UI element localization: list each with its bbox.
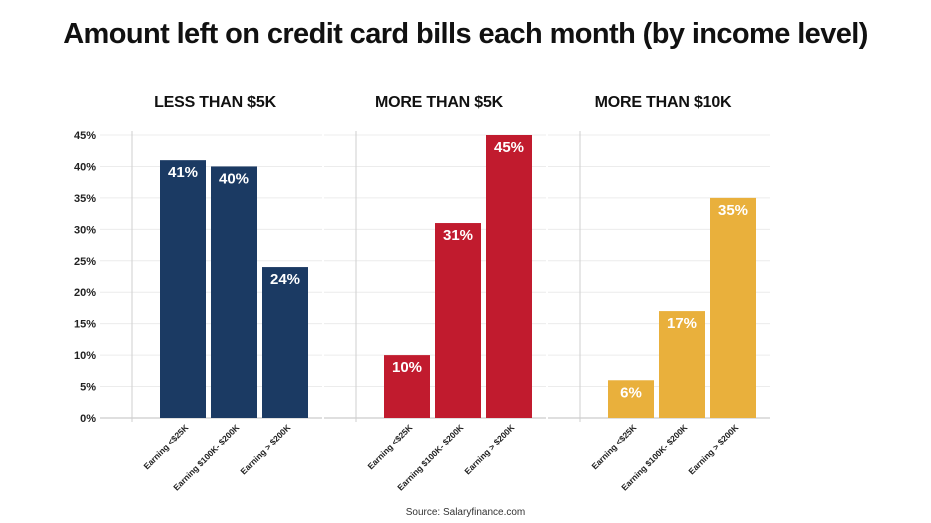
- bar-value-label: 35%: [718, 202, 748, 219]
- x-tick-label: Earning > $200K: [238, 422, 293, 477]
- bar: [435, 223, 481, 418]
- y-tick-label: 40%: [74, 161, 96, 173]
- bar: [211, 166, 257, 418]
- y-tick-label: 30%: [74, 224, 96, 236]
- x-tick-label: Earning <$25K: [589, 422, 639, 472]
- x-tick-label: Earning > $200K: [686, 422, 741, 477]
- bar-value-label: 24%: [270, 271, 300, 288]
- bar-value-label: 40%: [219, 170, 249, 187]
- chart-title: Amount left on credit card bills each mo…: [63, 18, 868, 50]
- y-tick-label: 20%: [74, 287, 96, 299]
- y-tick-label: 10%: [74, 350, 96, 362]
- y-tick-label: 5%: [80, 382, 96, 394]
- y-tick-label: 0%: [80, 413, 96, 425]
- x-tick-label: Earning <$25K: [365, 422, 415, 472]
- y-tick-label: 15%: [74, 319, 96, 331]
- bar-chart-svg: 0% 5% 10% 15% 20% 25% 30% 35% 40% 45% 41% Earning <…: [74, 130, 322, 493]
- chart-panel-less-than-5k: LESS THAN $5K 0% 5% 10% 15% 20% 25% 30% 35% 40% 4…: [74, 80, 330, 500]
- y-tick-label: 45%: [74, 130, 96, 142]
- panel-title: MORE THAN $10K: [594, 94, 732, 111]
- bar-value-label: 6%: [620, 384, 642, 401]
- x-tick-label: Earning <$25K: [141, 422, 191, 472]
- panel-title: LESS THAN $5K: [154, 94, 276, 111]
- source-note: Source: Salaryfinance.com: [405, 507, 526, 518]
- y-tick-label: 35%: [74, 193, 96, 205]
- bar-value-label: 10%: [392, 359, 422, 376]
- bar: [384, 355, 430, 418]
- x-tick-label: Earning > $200K: [462, 422, 517, 477]
- bar-value-label: 45%: [494, 139, 524, 156]
- chart-panel-more-than-10k: MORE THAN $10K 6% Earning <$25K 17% Earning…: [548, 80, 778, 500]
- bar: [710, 197, 756, 418]
- bar: [659, 311, 705, 418]
- bar: [262, 267, 308, 418]
- bar: [608, 380, 654, 418]
- y-tick-label: 25%: [74, 256, 96, 268]
- bar: [160, 160, 206, 418]
- chart-panel-more-than-5k: MORE THAN $5K 10% Earning <$25K 31% Earning…: [324, 80, 554, 500]
- bar: [486, 135, 532, 418]
- panel-title: MORE THAN $5K: [374, 94, 504, 111]
- bar-value-label: 17%: [667, 315, 697, 332]
- bar-value-label: 31%: [443, 227, 473, 244]
- bar-value-label: 41%: [168, 164, 198, 181]
